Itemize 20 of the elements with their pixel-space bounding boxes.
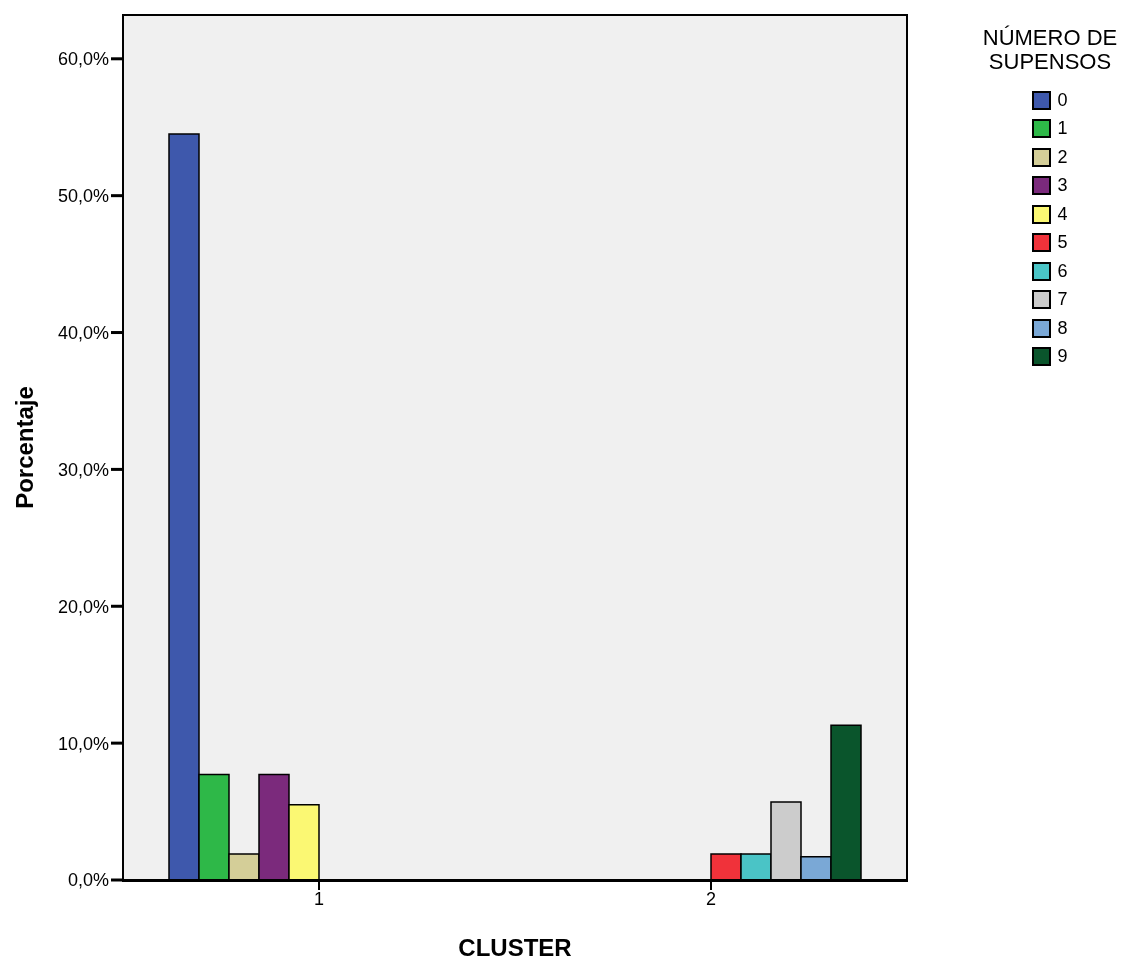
legend-label: 3: [1057, 175, 1068, 197]
legend-label: 0: [1057, 89, 1068, 111]
y-tick-label: 60,0%: [57, 49, 109, 70]
legend-label: 7: [1057, 289, 1068, 311]
y-axis-title: Porcentaje: [10, 386, 38, 509]
x-axis-title: CLUSTER: [458, 934, 572, 960]
y-tick-label: 30,0%: [57, 459, 109, 480]
legend-label: 1: [1057, 118, 1068, 140]
legend-label: 4: [1057, 203, 1068, 225]
y-tick-label: 50,0%: [57, 186, 109, 207]
y-tick-label: 10,0%: [57, 733, 109, 754]
legend-label: 6: [1057, 260, 1068, 282]
legend-label: 9: [1057, 346, 1068, 368]
y-tick-label: 20,0%: [57, 596, 109, 617]
y-tick-label: 40,0%: [57, 322, 109, 343]
y-tick-label: 0,0%: [67, 870, 109, 891]
legend-label: 2: [1057, 146, 1068, 168]
legend-label: 8: [1057, 317, 1068, 339]
legend-title: NÚMERO DE SUPENSOS: [981, 25, 1119, 74]
legend-label: 5: [1057, 232, 1068, 254]
